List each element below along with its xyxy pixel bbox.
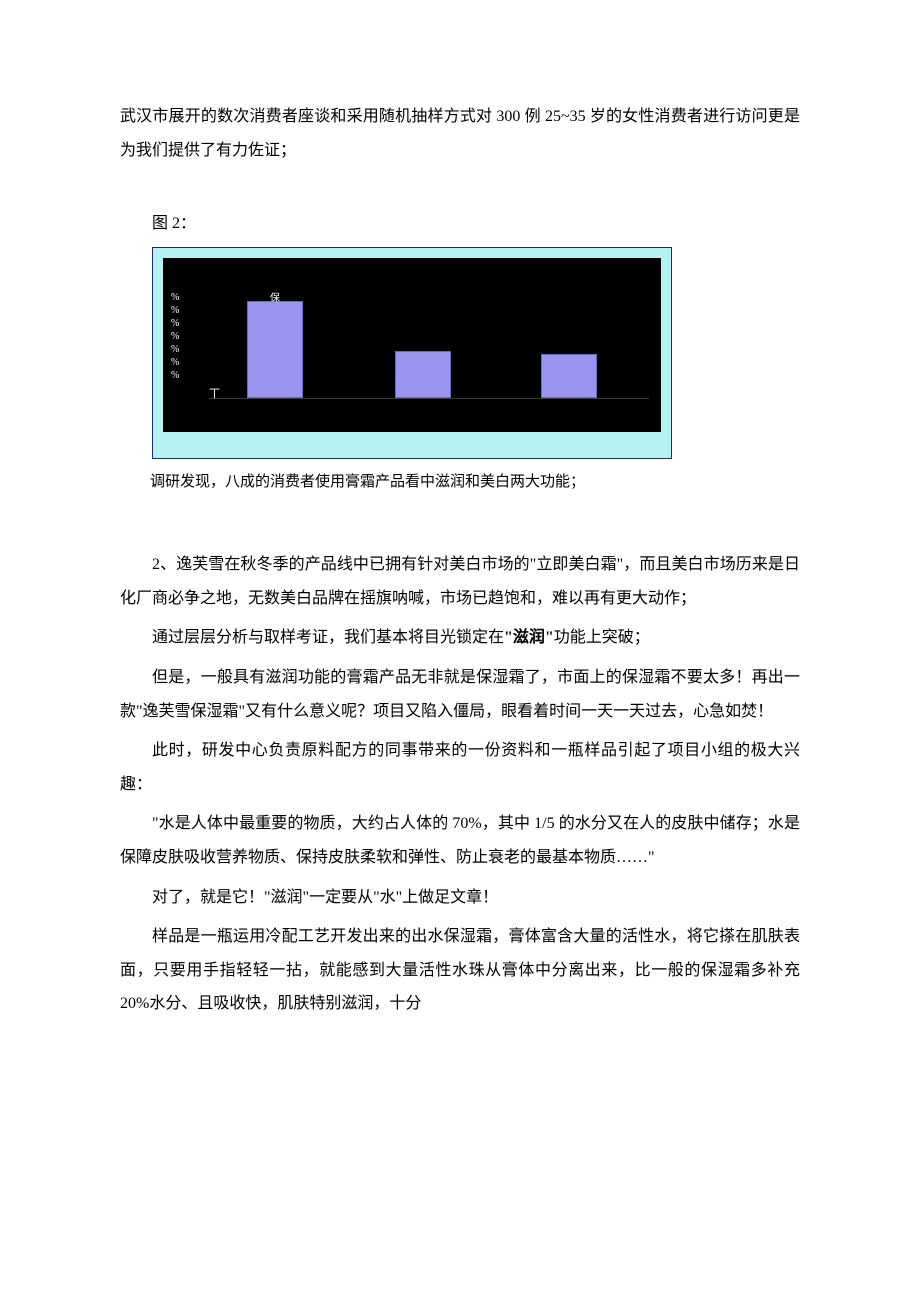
chart-origin-tick: 丅	[209, 383, 220, 406]
paragraph-5: 此时，研发中心负责原料配方的同事带来的一份资料和一瓶样品引起了项目小组的极大兴趣…	[120, 734, 800, 801]
paragraph-intro: 武汉市展开的数次消费者座谈和采用随机抽样方式对 300 例 25~35 岁的女性…	[120, 100, 800, 167]
paragraph-3: 通过层层分析与取样考证，我们基本将目光锁定在"滋润"功能上突破；	[120, 621, 800, 655]
chart-plot-area: %%%%%%% 丅 保	[163, 258, 661, 432]
document-page: 武汉市展开的数次消费者座谈和采用随机抽样方式对 300 例 25~35 岁的女性…	[0, 0, 920, 1302]
paragraph-6: "水是人体中最重要的物质，大约占人体的 70%，其中 1/5 的水分又在人的皮肤…	[120, 807, 800, 874]
figure-label: 图 2：	[120, 207, 800, 241]
paragraph-4: 但是，一般具有滋润功能的膏霜产品无非就是保湿霜了，市面上的保湿霜不要太多！再出一…	[120, 661, 800, 728]
p3-post: 功能上突破；	[554, 629, 650, 646]
paragraph-2: 2、逸芙雪在秋冬季的产品线中已拥有针对美白市场的"立即美白霜"，而且美白市场历来…	[120, 548, 800, 615]
chart-outer-frame: %%%%%%% 丅 保	[152, 247, 672, 459]
chart-bar	[395, 351, 451, 398]
chart-container: %%%%%%% 丅 保	[152, 247, 672, 459]
paragraph-8: 样品是一瓶运用冷配工艺开发出来的出水保湿霜，膏体富含大量的活性水，将它搽在肌肤表…	[120, 920, 800, 1021]
chart-y-axis-labels: %%%%%%%	[171, 292, 179, 383]
paragraph-7: 对了，就是它！"滋润"一定要从"水"上做足文章！	[120, 881, 800, 915]
chart-x-axis	[209, 398, 649, 399]
p3-bold: "滋润"	[504, 629, 554, 646]
chart-bar: 保	[247, 301, 303, 398]
chart-caption: 调研发现，八成的消费者使用膏霜产品看中滋润和美白两大功能；	[120, 467, 800, 499]
p3-pre: 通过层层分析与取样考证，我们基本将目光锁定在	[152, 629, 504, 646]
chart-bar	[541, 354, 597, 398]
